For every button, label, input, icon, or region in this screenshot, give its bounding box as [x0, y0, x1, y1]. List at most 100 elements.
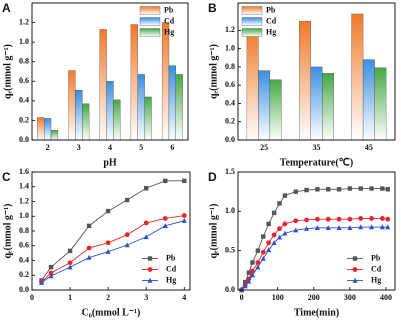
marker: [255, 248, 261, 253]
marker: [369, 224, 375, 230]
x-tick-label: 1: [68, 293, 72, 302]
marker: [48, 264, 54, 270]
marker: [147, 267, 153, 272]
y-tick-label: 1.6: [19, 167, 29, 176]
bar: [374, 67, 387, 141]
y-tick-label: 0.6: [19, 241, 29, 250]
legend-label: Pb: [266, 5, 276, 14]
bar: [362, 59, 375, 141]
marker: [163, 178, 168, 184]
y-axis-title: qₑ(mmol g⁻¹): [208, 203, 219, 258]
marker: [266, 240, 272, 246]
bar: [168, 65, 176, 141]
legend-label: Hg: [371, 275, 381, 284]
x-tick-label: 3: [77, 143, 81, 152]
marker: [347, 186, 353, 191]
y-tick-label: 0.2: [225, 117, 235, 126]
bar: [137, 74, 145, 141]
y-tick-label: 0.0: [225, 135, 235, 144]
marker: [293, 189, 298, 194]
marker: [147, 256, 153, 261]
y-tick-label: 0.0: [225, 285, 235, 294]
marker: [86, 223, 92, 229]
bar: [130, 24, 138, 141]
legend-swatch: [241, 6, 263, 15]
marker: [260, 249, 266, 255]
x-tick-label: 6: [170, 143, 174, 152]
bar: [310, 66, 323, 141]
marker: [304, 225, 310, 231]
x-tick-label: 300: [344, 293, 356, 302]
marker: [250, 268, 255, 274]
marker: [293, 227, 299, 233]
marker: [86, 245, 92, 251]
marker: [246, 270, 252, 275]
bar: [82, 103, 90, 141]
legend-label: Pb: [164, 5, 174, 14]
bar: [75, 89, 83, 141]
y-tick-label: 1.5: [225, 167, 235, 176]
marker: [325, 216, 331, 222]
marker: [358, 224, 364, 230]
marker: [385, 224, 391, 230]
marker: [67, 264, 73, 270]
bar: [68, 70, 76, 141]
marker: [261, 234, 266, 239]
x-tick-label: 0: [30, 293, 34, 302]
marker: [143, 220, 149, 226]
marker: [277, 226, 282, 232]
legend-label: Cd: [371, 264, 382, 273]
y-tick-label: 0.2: [19, 115, 29, 124]
panel-label: D: [208, 170, 217, 184]
marker: [271, 240, 277, 245]
y-tick-label: 0.6: [225, 80, 235, 89]
y-tick-label: 0.8: [19, 226, 29, 235]
marker: [105, 248, 111, 254]
marker: [352, 267, 358, 272]
marker: [325, 225, 331, 231]
marker: [352, 256, 358, 261]
x-tick-label: 0: [240, 293, 244, 302]
x-tick-label: 3: [144, 293, 148, 302]
bar: [175, 74, 183, 141]
y-tick-label: 0.4: [19, 96, 29, 105]
legend-swatch: [139, 6, 161, 15]
y-tick-label: 1.0: [225, 206, 235, 215]
marker: [124, 197, 130, 203]
series-line: [41, 220, 185, 283]
x-axis-title: Time(min): [294, 307, 339, 318]
legend-label: Cd: [266, 16, 277, 25]
plot-frame: [237, 171, 396, 291]
marker: [250, 260, 255, 265]
x-tick-label: 25: [260, 143, 268, 152]
marker: [277, 234, 283, 240]
marker: [379, 224, 385, 230]
bar: [351, 13, 364, 141]
x-tick-label: 4: [108, 143, 112, 152]
marker: [124, 232, 130, 238]
marker: [182, 178, 187, 184]
legend-label: Hg: [266, 27, 276, 36]
legend-label: Pb: [166, 253, 176, 262]
marker: [242, 283, 248, 289]
y-tick-label: 1.2: [19, 196, 29, 205]
marker: [385, 187, 390, 192]
marker: [293, 218, 299, 224]
x-tick-label: 45: [365, 143, 373, 152]
series-line: [41, 215, 185, 283]
y-tick-label: 0.8: [225, 62, 235, 71]
bar: [99, 29, 107, 141]
marker: [67, 260, 73, 266]
marker: [358, 186, 363, 191]
marker: [336, 216, 342, 222]
marker: [379, 216, 385, 221]
y-tick-label: 1.2: [225, 25, 235, 34]
marker: [314, 225, 320, 231]
marker: [315, 187, 320, 192]
marker: [86, 254, 92, 260]
marker: [67, 248, 73, 254]
marker: [385, 216, 391, 222]
y-tick-label: 1.0: [19, 37, 29, 46]
marker: [369, 216, 374, 221]
legend-swatch: [139, 28, 161, 37]
